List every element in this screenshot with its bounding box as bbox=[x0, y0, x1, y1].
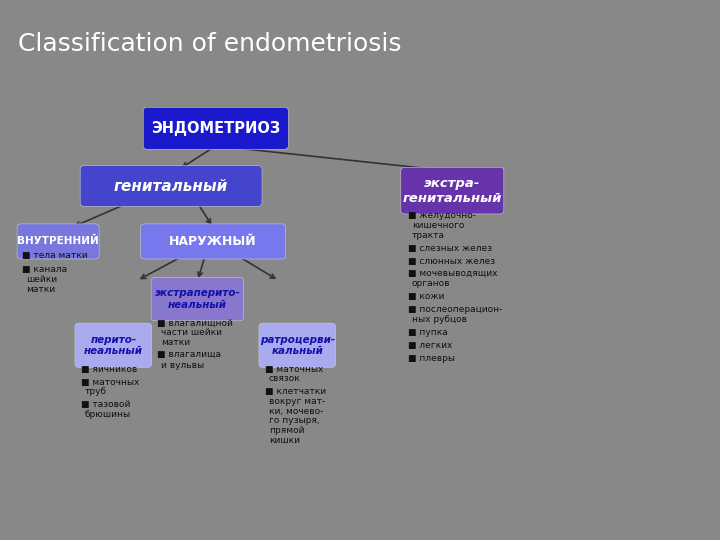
Text: и вульвы: и вульвы bbox=[161, 361, 204, 369]
Text: матки: матки bbox=[27, 285, 55, 294]
Text: ■ влагалищной: ■ влагалищной bbox=[157, 319, 233, 328]
FancyBboxPatch shape bbox=[140, 224, 286, 259]
Text: ■ слюнных желез: ■ слюнных желез bbox=[408, 256, 495, 266]
Text: матки: матки bbox=[161, 338, 190, 347]
Text: ки, мочево-: ки, мочево- bbox=[269, 407, 323, 416]
Text: ■ влагалища: ■ влагалища bbox=[157, 351, 221, 360]
Text: связок: связок bbox=[269, 374, 301, 383]
Text: ■ канала: ■ канала bbox=[22, 265, 68, 273]
Text: ■ пупка: ■ пупка bbox=[408, 328, 447, 337]
FancyBboxPatch shape bbox=[151, 278, 243, 321]
Text: ных рубцов: ных рубцов bbox=[412, 315, 467, 324]
Text: кишечного: кишечного bbox=[412, 221, 464, 230]
Text: органов: органов bbox=[412, 279, 450, 288]
Text: ■ маточных: ■ маточных bbox=[265, 364, 323, 374]
Text: го пузыря,: го пузыря, bbox=[269, 416, 320, 426]
Text: вокруг мат-: вокруг мат- bbox=[269, 397, 325, 406]
FancyBboxPatch shape bbox=[80, 166, 262, 206]
FancyBboxPatch shape bbox=[143, 107, 288, 150]
Text: ■ плевры: ■ плевры bbox=[408, 354, 454, 363]
Text: ■ мочевыводящих: ■ мочевыводящих bbox=[408, 269, 497, 279]
Text: генитальный: генитальный bbox=[114, 179, 228, 193]
Text: НАРУЖНЫЙ: НАРУЖНЫЙ bbox=[169, 235, 257, 248]
Text: экстра-
генитальный: экстра- генитальный bbox=[402, 177, 502, 205]
Text: ■ кожи: ■ кожи bbox=[408, 292, 444, 301]
Text: брюшины: брюшины bbox=[85, 410, 131, 419]
Text: ЭНДОМЕТРИОЗ: ЭНДОМЕТРИОЗ bbox=[151, 121, 280, 136]
Text: ■ легких: ■ легких bbox=[408, 341, 452, 350]
Text: ратроцерви-
кальный: ратроцерви- кальный bbox=[260, 334, 335, 356]
Text: ■ тазовой: ■ тазовой bbox=[81, 400, 130, 409]
Text: шейки: шейки bbox=[27, 275, 58, 284]
Text: ВНУТРЕННИЙ: ВНУТРЕННИЙ bbox=[17, 237, 99, 246]
Text: прямой: прямой bbox=[269, 426, 305, 435]
FancyBboxPatch shape bbox=[401, 167, 504, 214]
Text: ■ яичников: ■ яичников bbox=[81, 364, 137, 374]
Text: тракта: тракта bbox=[412, 231, 445, 240]
Text: ■ желудочно-: ■ желудочно- bbox=[408, 212, 476, 220]
Text: ■ тела матки: ■ тела матки bbox=[22, 251, 88, 260]
Text: части шейки: части шейки bbox=[161, 328, 222, 337]
Text: ■ клетчатки: ■ клетчатки bbox=[265, 387, 325, 396]
Text: перито-
неальный: перито- неальный bbox=[84, 334, 143, 356]
Text: ■ слезных желез: ■ слезных желез bbox=[408, 244, 492, 253]
FancyBboxPatch shape bbox=[17, 224, 99, 259]
Text: экстраперито-
неальный: экстраперито- неальный bbox=[155, 288, 240, 310]
Text: ■ маточных: ■ маточных bbox=[81, 377, 139, 387]
FancyBboxPatch shape bbox=[75, 323, 152, 367]
Text: кишки: кишки bbox=[269, 436, 300, 445]
FancyBboxPatch shape bbox=[259, 323, 336, 367]
Text: ■ послеоперацион-: ■ послеоперацион- bbox=[408, 305, 502, 314]
Text: труб: труб bbox=[85, 387, 107, 396]
Text: Classification of endometriosis: Classification of endometriosis bbox=[18, 32, 402, 56]
